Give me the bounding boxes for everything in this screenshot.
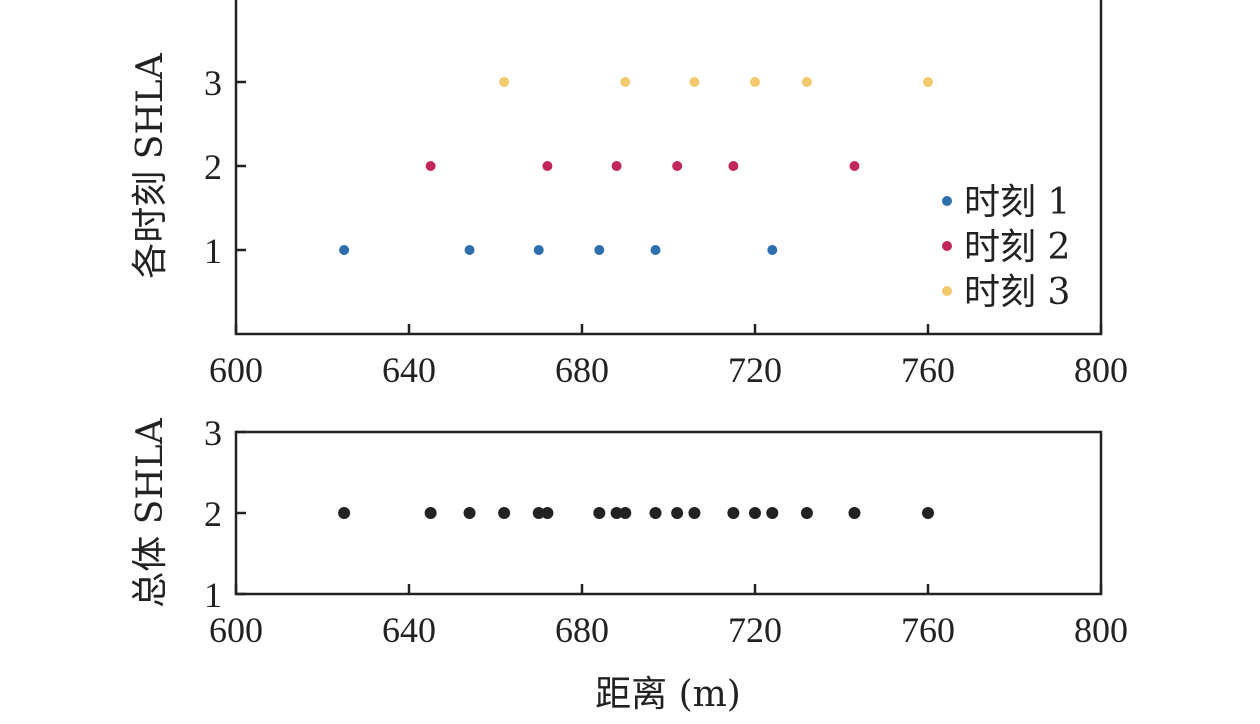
bottom-series-1-point (766, 507, 779, 519)
top-x-tick-label: 600 (209, 350, 263, 390)
bottom-series-1-point (424, 507, 437, 519)
top-y-tick-label: 2 (204, 147, 222, 187)
top-series-3-point (499, 77, 510, 87)
bottom-y-axis-title: 总体 SHLA (130, 417, 171, 607)
top-series-1-point (594, 245, 605, 255)
bottom-series-1-point (463, 507, 476, 519)
bottom-y-tick-label: 3 (204, 413, 222, 453)
top-series-1-point (533, 245, 544, 255)
top-series-2-point (672, 161, 683, 171)
bottom-x-tick-label: 720 (728, 610, 782, 650)
bottom-series-1-point (671, 507, 684, 519)
bottom-plot-frame (234, 430, 1103, 596)
top-x-tick-label: 800 (1074, 350, 1128, 390)
bottom-x-tick-label: 600 (209, 610, 263, 650)
legend-marker-3 (942, 286, 952, 296)
bottom-series-1-point (610, 507, 623, 519)
bottom-x-tick-label: 640 (382, 610, 436, 650)
top-x-tick-label: 680 (555, 350, 609, 390)
bottom-y-tick-label: 2 (204, 494, 222, 534)
legend-label-2: 时刻 2 (964, 227, 1070, 268)
bottom-series-1-point (688, 507, 701, 519)
top-x-tick-label: 760 (901, 350, 955, 390)
top-data-points (339, 77, 933, 255)
legend-label-1: 时刻 1 (964, 182, 1070, 223)
bottom-series-1-point (338, 507, 351, 519)
bottom-series-1-point (649, 507, 662, 519)
bottom-series-1-point (498, 507, 511, 519)
top-y-tick-label: 1 (204, 231, 222, 271)
top-series-1-point (767, 245, 778, 255)
top-y-axis-title: 各时刻 SHLA (130, 52, 171, 278)
bottom-series-1-point (619, 507, 632, 519)
bottom-series-1-point (922, 507, 934, 519)
bottom-x-tick-label: 800 (1074, 610, 1128, 650)
top-series-2-point (425, 161, 436, 171)
top-panel: 600 640 680 720 760 800 1 2 3 各时刻 SHLA 时刻 1时刻 2时… (130, 0, 1128, 390)
top-series-3-point (689, 77, 700, 87)
top-series-3-point (801, 77, 812, 87)
bottom-panel: 600 640 680 720 760 800 1 2 3 总体 SHLA 距离 (m) (130, 413, 1128, 715)
bottom-series-1-point (541, 507, 554, 519)
top-series-1-point (650, 245, 661, 255)
bottom-x-tick-label: 760 (901, 610, 955, 650)
top-series-2-point (542, 161, 553, 171)
legend-marker-2 (942, 241, 952, 251)
legend-marker-1 (942, 196, 952, 206)
top-series-3-point (750, 77, 760, 87)
bottom-series-1-point (532, 507, 545, 519)
legend: 时刻 1时刻 2时刻 3 (942, 182, 1070, 313)
top-series-3-point (923, 77, 933, 87)
bottom-data-points (338, 507, 934, 519)
bottom-series-1-point (800, 507, 813, 519)
top-axis-ticks: 600 640 680 720 760 800 1 2 3 (204, 63, 1128, 390)
top-y-tick-label: 3 (204, 63, 222, 103)
top-series-1-point (464, 245, 475, 255)
top-series-1-point (339, 245, 350, 255)
top-series-2-point (611, 161, 622, 171)
top-x-tick-label: 720 (728, 350, 782, 390)
bottom-series-1-point (727, 507, 740, 519)
bottom-y-tick-label: 1 (204, 575, 222, 615)
top-series-2-point (849, 161, 860, 171)
legend-label-3: 时刻 3 (964, 272, 1070, 313)
top-x-tick-label: 640 (382, 350, 436, 390)
bottom-series-1-point (848, 507, 861, 519)
top-series-2-point (728, 161, 739, 171)
bottom-x-tick-label: 680 (555, 610, 609, 650)
bottom-series-1-point (749, 507, 761, 519)
bottom-series-1-point (593, 507, 606, 519)
bottom-x-axis-title: 距离 (m) (595, 674, 741, 715)
top-series-3-point (620, 77, 631, 87)
bottom-axis-ticks: 600 640 680 720 760 800 1 2 3 (204, 413, 1128, 650)
